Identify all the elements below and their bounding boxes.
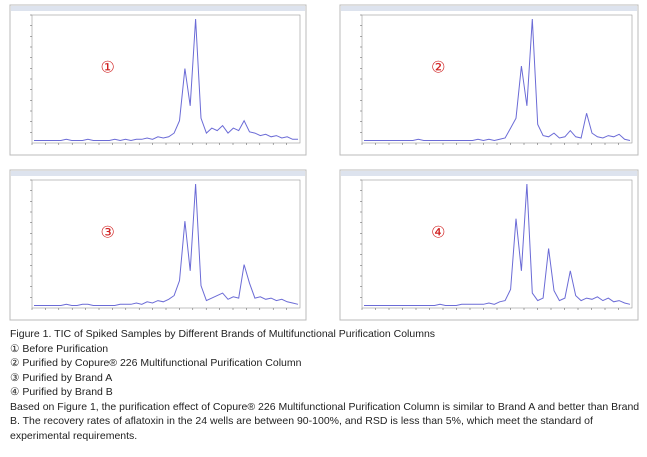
panel-header — [341, 171, 637, 176]
chromatogram-line — [34, 183, 299, 306]
figure: ① ② ③ ④ — [9, 4, 639, 321]
caption-item: ④ Purified by Brand B — [10, 386, 113, 398]
panel-header — [341, 6, 637, 11]
panel — [339, 4, 639, 156]
panel-label: ③ — [101, 225, 115, 242]
caption-item: ② Purified by Copure® 226 Multifunctiona… — [10, 357, 302, 369]
chromatogram-line — [364, 183, 631, 306]
panel — [9, 169, 307, 321]
panel — [339, 169, 639, 321]
caption-item: ③ Purified by Brand A — [10, 371, 113, 384]
panel-label: ④ — [431, 225, 445, 242]
panel-label: ① — [101, 60, 115, 77]
caption-item: ① Before Purification — [10, 342, 109, 355]
caption-title: Figure 1. TIC of Spiked Samples by Diffe… — [10, 328, 436, 340]
chromatogram-line — [34, 18, 298, 142]
caption-text: Based on Figure 1, the purification effe… — [10, 400, 640, 442]
caption: Figure 1. TIC of Spiked Samples by Diffe… — [10, 327, 640, 443]
chromatogram-line — [364, 18, 631, 142]
panel — [9, 4, 307, 156]
panel-label: ② — [431, 60, 445, 77]
panel-header — [11, 6, 305, 11]
panel-header — [11, 171, 305, 176]
